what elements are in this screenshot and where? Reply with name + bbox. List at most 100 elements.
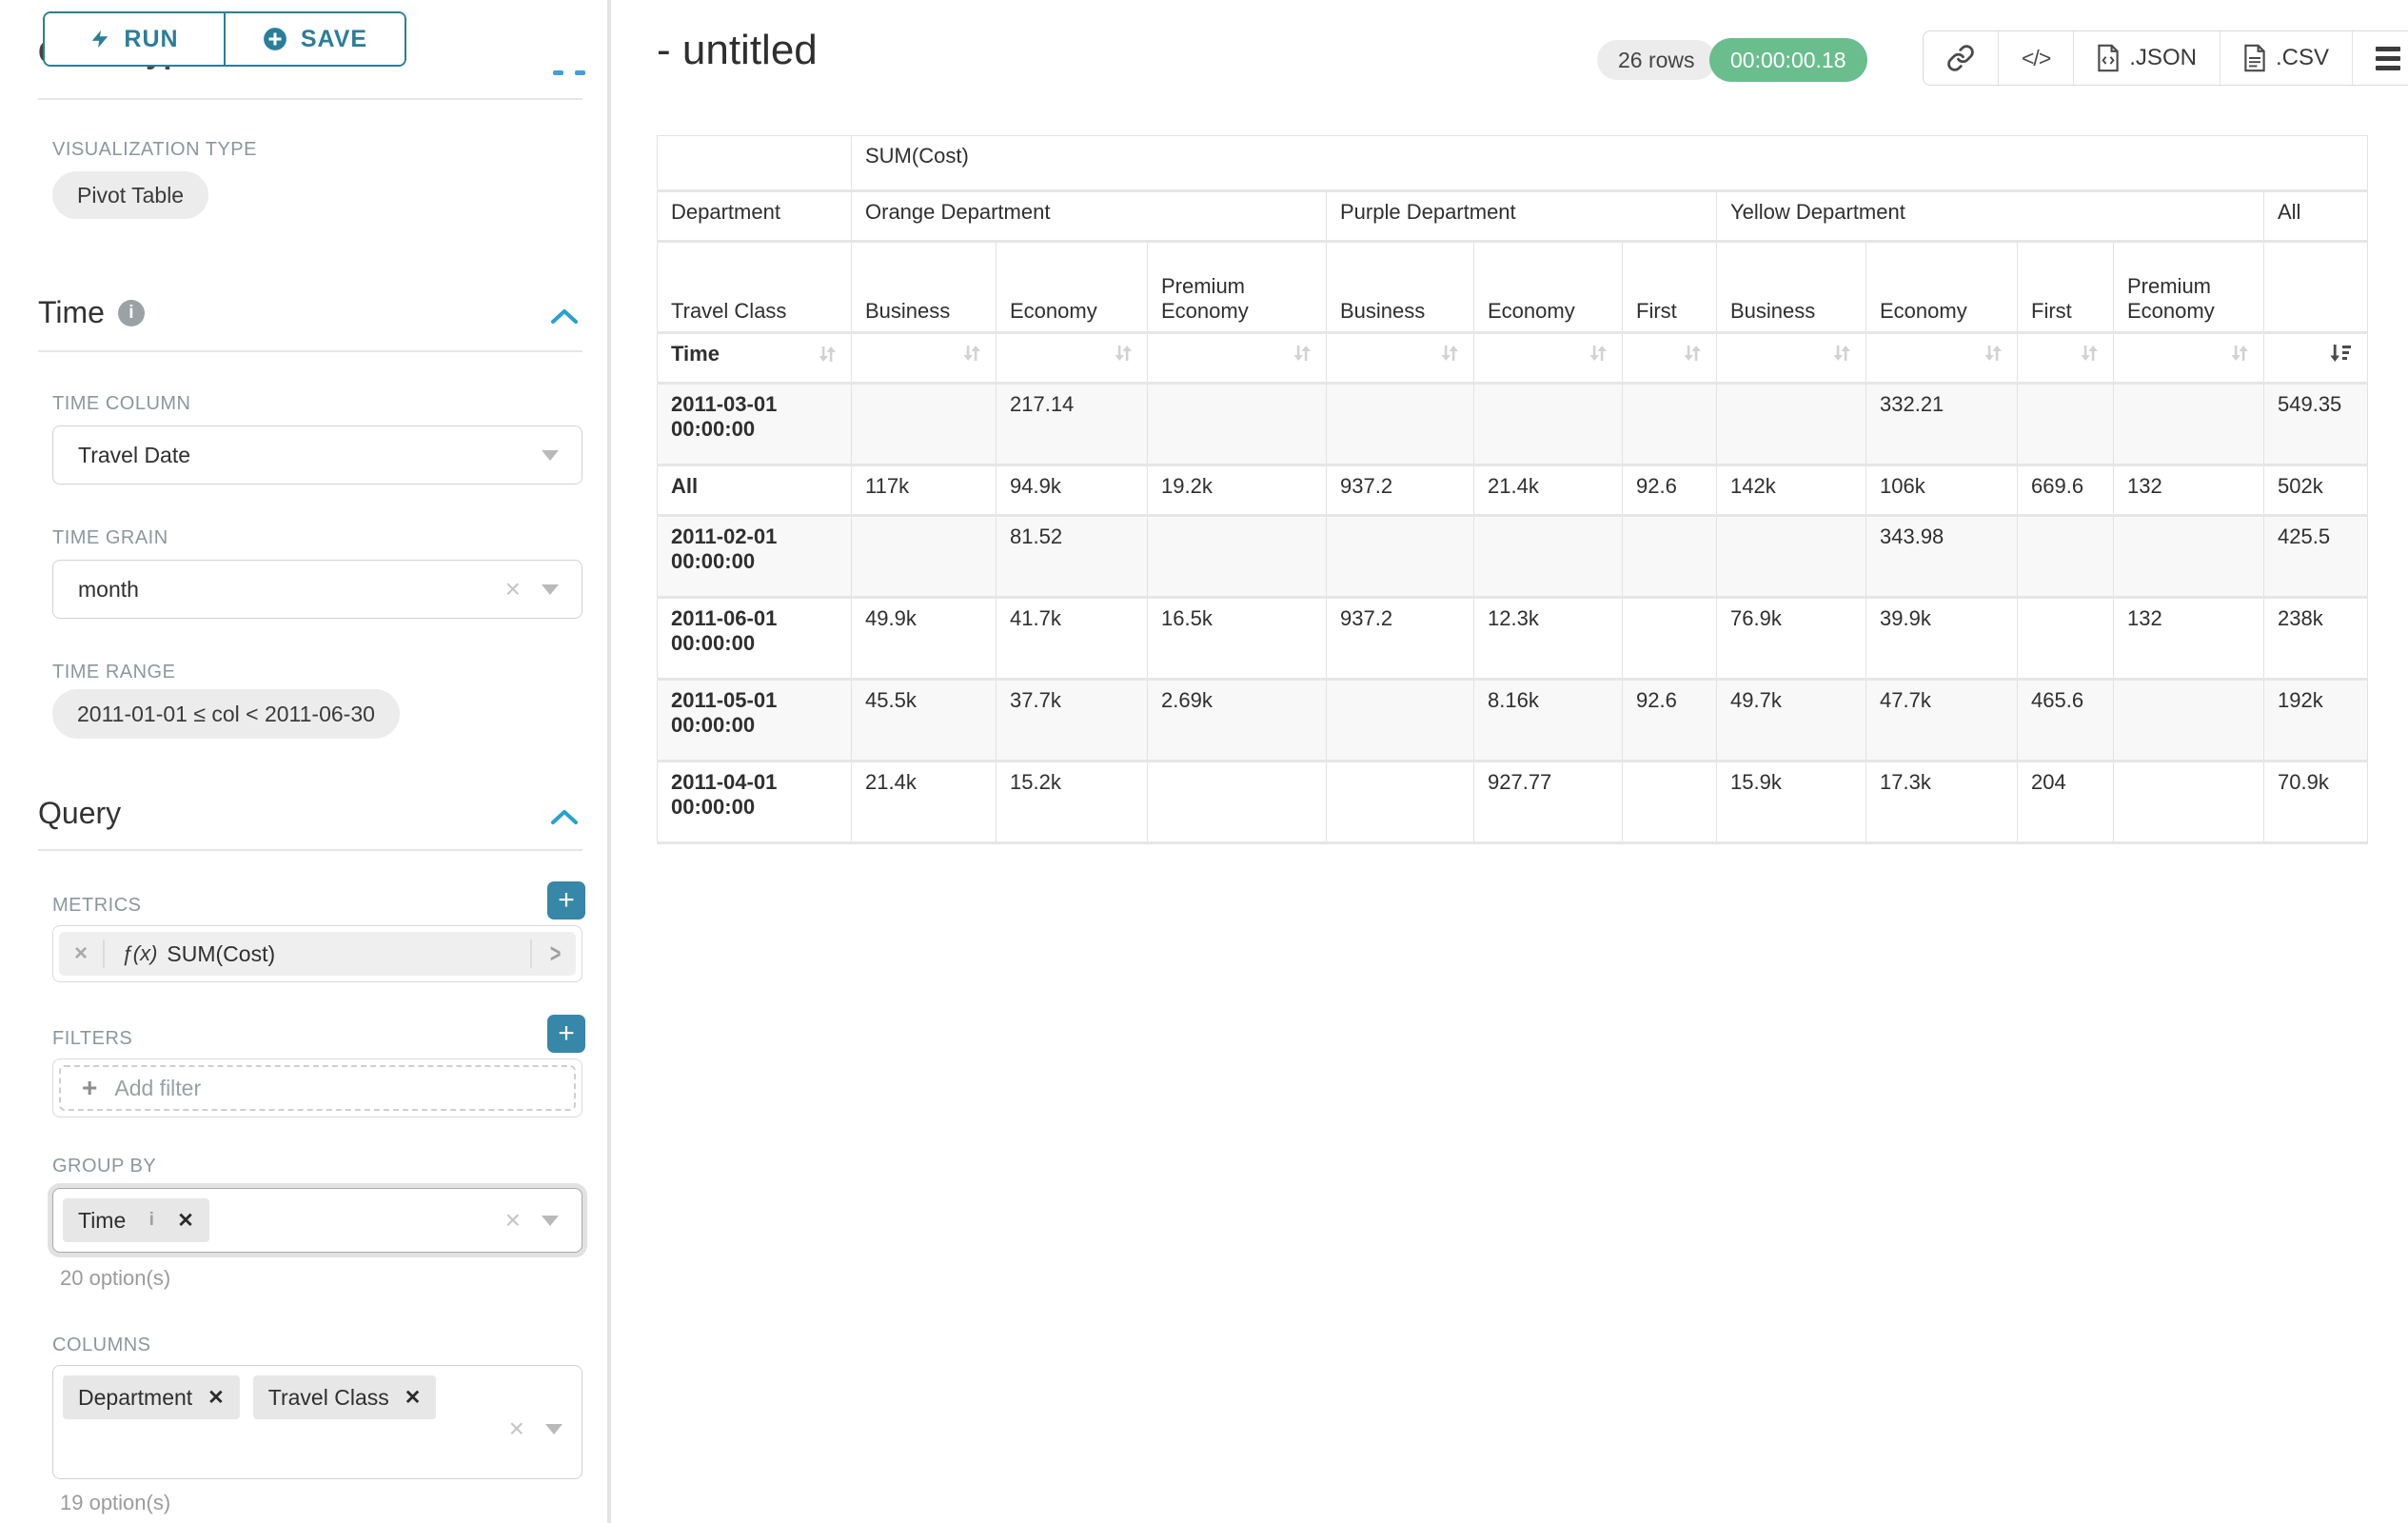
value-cell [1622, 760, 1717, 844]
time-column-value: Travel Date [78, 442, 191, 467]
value-cell: 204 [2017, 760, 2114, 844]
sort-desc-active-icon[interactable] [2329, 342, 2354, 365]
value-cell [1147, 514, 1327, 598]
embed-code-button[interactable]: </> [1999, 31, 2075, 85]
sort-icon[interactable] [1588, 342, 1609, 365]
chevron-down-icon [542, 449, 559, 461]
sort-header[interactable] [1622, 331, 1717, 384]
metric-chip[interactable]: × ƒ(x) SUM(Cost) > [59, 932, 576, 976]
sort-header[interactable] [2113, 331, 2264, 384]
col-header: Business [851, 240, 997, 333]
collapse-chevron-up-icon[interactable] [550, 807, 579, 826]
time-grain-label: TIME GRAIN [52, 527, 168, 548]
info-icon: i [117, 299, 145, 326]
clear-icon[interactable]: × [504, 1205, 521, 1235]
columns-select[interactable]: Department ✕ Travel Class ✕ × [52, 1365, 582, 1479]
collapse-chevron-up-icon[interactable] [550, 307, 579, 326]
add-filter-dropzone[interactable]: + Add filter [59, 1065, 576, 1111]
group-by-chip-time[interactable]: Time i ✕ [63, 1198, 209, 1242]
table-row: 2011-03-01 00:00:00 217.14 332.21 549.35 [657, 382, 2369, 465]
columns-chip-department[interactable]: Department ✕ [63, 1375, 240, 1419]
sort-icon[interactable] [2079, 342, 2100, 365]
sort-header[interactable] [1473, 331, 1623, 384]
chart-title[interactable]: - untitled [657, 27, 818, 73]
value-cell: 8.16k [1473, 678, 1623, 762]
sort-header[interactable] [1865, 331, 2018, 384]
columns-options-count: 19 option(s) [60, 1491, 171, 1514]
export-json-button[interactable]: .JSON [2074, 31, 2220, 85]
sort-icon[interactable] [1113, 342, 1134, 365]
table-row: 2011-06-01 00:00:00 49.9k 41.7k 16.5k 937.2 1… [657, 596, 2369, 680]
sort-header[interactable] [2017, 331, 2114, 384]
value-cell: 41.7k [996, 596, 1148, 680]
sort-icon[interactable] [1831, 342, 1852, 365]
panel-resizer[interactable] [607, 0, 611, 1523]
value-cell [1622, 596, 1717, 680]
chip-label: Time [78, 1207, 127, 1233]
sort-icon[interactable] [817, 343, 838, 366]
group-by-select[interactable]: Time i ✕ × [52, 1188, 582, 1253]
col-header: Business [1716, 240, 1866, 333]
group-by-label: GROUP BY [52, 1156, 157, 1177]
save-button[interactable]: SAVE [226, 13, 405, 65]
pivot-table-container: SUM(Cost) Department Orange Department Purp… [657, 135, 2369, 844]
value-cell: 21.4k [851, 760, 997, 844]
chevron-down-icon [542, 583, 559, 595]
visualization-type-pill[interactable]: Pivot Table [52, 171, 209, 219]
value-cell: 39.9k [1865, 596, 2018, 680]
time-dim-header: Time [657, 331, 852, 384]
chip-label: Department [78, 1384, 193, 1410]
chevron-down-icon [545, 1423, 563, 1434]
menu-button[interactable] [2353, 31, 2408, 85]
remove-metric-icon[interactable]: × [74, 940, 89, 966]
add-metric-button[interactable]: + [547, 881, 585, 920]
file-code-icon [2098, 44, 2119, 72]
value-cell: 47.7k [1865, 678, 2018, 762]
sort-header[interactable] [1716, 331, 1866, 384]
add-filter-button[interactable]: + [547, 1015, 585, 1053]
metric-header: SUM(Cost) [850, 135, 2369, 191]
sort-header[interactable] [1326, 331, 1474, 384]
sort-header[interactable] [2262, 331, 2369, 384]
value-cell [1326, 382, 1474, 465]
chevron-down-icon [542, 1215, 559, 1226]
panel-scroll-dots [553, 70, 585, 75]
col-group-header: Yellow Department [1716, 189, 2264, 242]
clear-icon[interactable]: × [504, 574, 521, 603]
remove-chip-icon[interactable]: ✕ [404, 1386, 422, 1409]
time-range-pill[interactable]: 2011-01-01 ≤ col < 2011-06-30 [52, 689, 400, 739]
value-cell: 937.2 [1326, 464, 1474, 516]
sort-icon[interactable] [1292, 342, 1313, 365]
col-header: Economy [1473, 240, 1623, 333]
row-header: 2011-04-01 00:00:00 [657, 760, 852, 844]
sort-icon[interactable] [1682, 342, 1703, 365]
query-section-heading: Query [38, 796, 121, 831]
row-header: 2011-05-01 00:00:00 [657, 678, 852, 762]
remove-chip-icon[interactable]: ✕ [177, 1209, 194, 1232]
run-save-button-group: RUN SAVE [43, 11, 406, 67]
filters-label: FILTERS [52, 1028, 133, 1049]
sort-header[interactable] [996, 331, 1148, 384]
columns-chip-travel-class[interactable]: Travel Class ✕ [252, 1375, 437, 1419]
clear-icon[interactable]: × [508, 1414, 524, 1443]
sort-icon[interactable] [2229, 342, 2250, 365]
chevron-right-icon[interactable]: > [549, 939, 561, 968]
remove-chip-icon[interactable]: ✕ [207, 1386, 225, 1409]
run-button[interactable]: RUN [45, 13, 226, 65]
value-cell: 217.14 [996, 382, 1148, 465]
sort-icon[interactable] [1983, 342, 2003, 365]
value-cell: 16.5k [1147, 596, 1327, 680]
time-column-select[interactable]: Travel Date [52, 425, 582, 485]
sort-header[interactable] [851, 331, 997, 384]
copy-link-button[interactable] [1924, 31, 1999, 85]
sort-icon[interactable] [1439, 342, 1460, 365]
export-csv-button[interactable]: .CSV [2220, 31, 2353, 85]
sort-icon[interactable] [961, 342, 982, 365]
value-cell [2113, 678, 2264, 762]
chart-area: - untitled 26 rows 00:00:00.18 </> [611, 0, 2408, 1523]
sort-header[interactable] [1147, 331, 1327, 384]
value-cell: 92.6 [1622, 464, 1717, 516]
value-cell [1716, 382, 1866, 465]
time-grain-select[interactable]: month × [52, 560, 582, 619]
